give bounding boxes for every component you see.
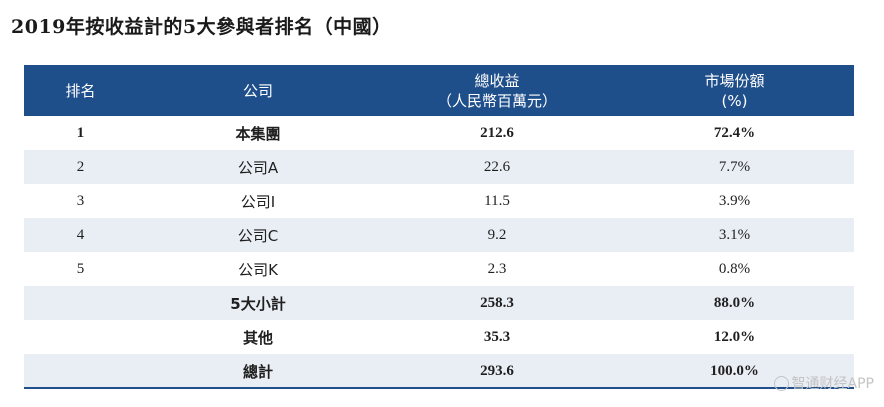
table-row: 3 公司I 11.5 3.9% xyxy=(24,184,854,218)
table-row: 2 公司A 22.6 7.7% xyxy=(24,150,854,184)
header-rank: 排名 xyxy=(24,65,137,116)
cell-revenue: 2.3 xyxy=(487,260,507,277)
table-row-subtotal: 5大小計 258.3 88.0% xyxy=(24,286,854,320)
table-row: 4 公司C 9.2 3.1% xyxy=(24,218,854,252)
header-revenue-label: 總收益 xyxy=(474,71,520,90)
cell-revenue: 9.2 xyxy=(379,218,615,252)
cell-revenue: 35.3 xyxy=(483,328,511,345)
cell-rank: 2 xyxy=(24,150,137,184)
ranking-table: 排名 公司 總收益 （人民幣百萬元） 市場份額 (%) 1 本集團 212.6 … xyxy=(24,65,854,388)
cell-share: 0.8% xyxy=(718,260,751,277)
table-bottom-rule xyxy=(24,387,854,389)
cell-rank: 5 xyxy=(76,260,85,277)
cell-share: 3.1% xyxy=(615,218,854,252)
header-share-unit: (%) xyxy=(721,91,748,110)
cell-revenue: 293.6 xyxy=(379,354,615,388)
header-share-label: 市場份額 xyxy=(704,71,765,90)
cell-share: 3.9% xyxy=(718,192,751,209)
cell-revenue: 258.3 xyxy=(379,286,615,320)
cell-rank xyxy=(24,320,137,354)
header-share: 市場份額 (%) xyxy=(615,65,854,116)
table-row-total: 總計 293.6 100.0% xyxy=(24,354,854,388)
cell-share: 72.4% xyxy=(713,124,756,141)
cell-company: 總計 xyxy=(137,354,379,388)
table-row: 5 公司K 2.3 0.8% xyxy=(24,252,854,286)
table-header-row: 排名 公司 總收益 （人民幣百萬元） 市場份額 (%) xyxy=(24,65,854,116)
header-revenue: 總收益 （人民幣百萬元） xyxy=(379,65,615,116)
watermark: 智通财经APP xyxy=(773,373,874,393)
cell-revenue: 212.6 xyxy=(480,124,514,141)
watermark-text: 智通财经APP xyxy=(791,376,874,392)
header-revenue-unit: （人民幣百萬元） xyxy=(436,91,557,110)
cell-rank: 3 xyxy=(76,192,85,209)
cell-company: 5大小計 xyxy=(137,286,379,320)
cell-rank: 4 xyxy=(24,218,137,252)
cell-share: 88.0% xyxy=(615,286,854,320)
cell-share: 7.7% xyxy=(615,150,854,184)
cell-company: 本集團 xyxy=(235,124,281,143)
watermark-logo-icon xyxy=(773,376,789,391)
cell-rank xyxy=(24,286,137,320)
cell-share: 12.0% xyxy=(713,328,756,345)
cell-company: 公司K xyxy=(238,260,278,279)
cell-rank xyxy=(24,354,137,388)
cell-company: 公司A xyxy=(137,150,379,184)
page-title: 2019年按收益計的5大參與者排名（中國） xyxy=(11,16,392,38)
cell-rank: 1 xyxy=(76,124,85,141)
cell-share: 100.0% xyxy=(615,354,854,388)
header-company: 公司 xyxy=(137,65,379,116)
cell-company: 其他 xyxy=(242,328,273,347)
table-row: 1 本集團 212.6 72.4% xyxy=(24,116,854,150)
cell-revenue: 11.5 xyxy=(484,192,510,209)
cell-revenue: 22.6 xyxy=(379,150,615,184)
cell-company: 公司I xyxy=(240,192,276,211)
table-row-others: 其他 35.3 12.0% xyxy=(24,320,854,354)
cell-company: 公司C xyxy=(137,218,379,252)
